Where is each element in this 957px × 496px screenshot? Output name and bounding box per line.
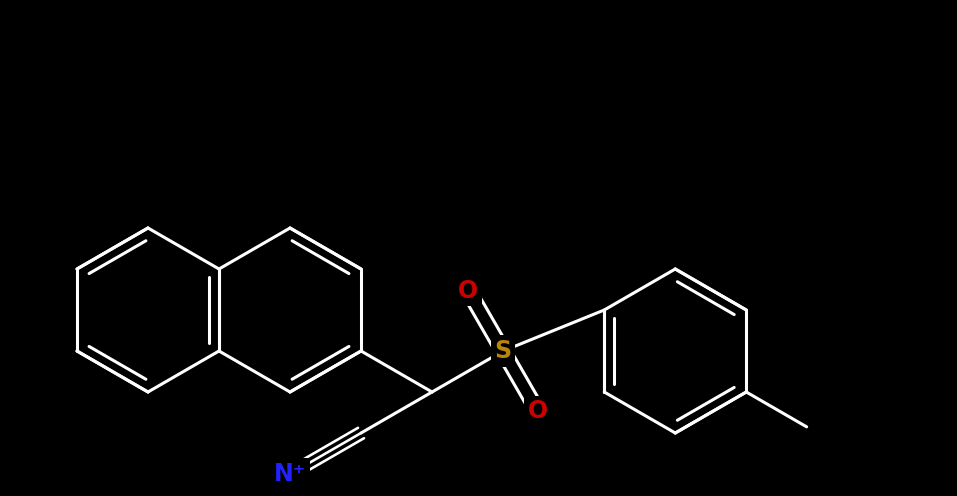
Text: O: O (458, 279, 478, 303)
Text: N⁺: N⁺ (274, 462, 306, 486)
Text: O: O (528, 399, 548, 424)
Text: S: S (495, 339, 512, 363)
